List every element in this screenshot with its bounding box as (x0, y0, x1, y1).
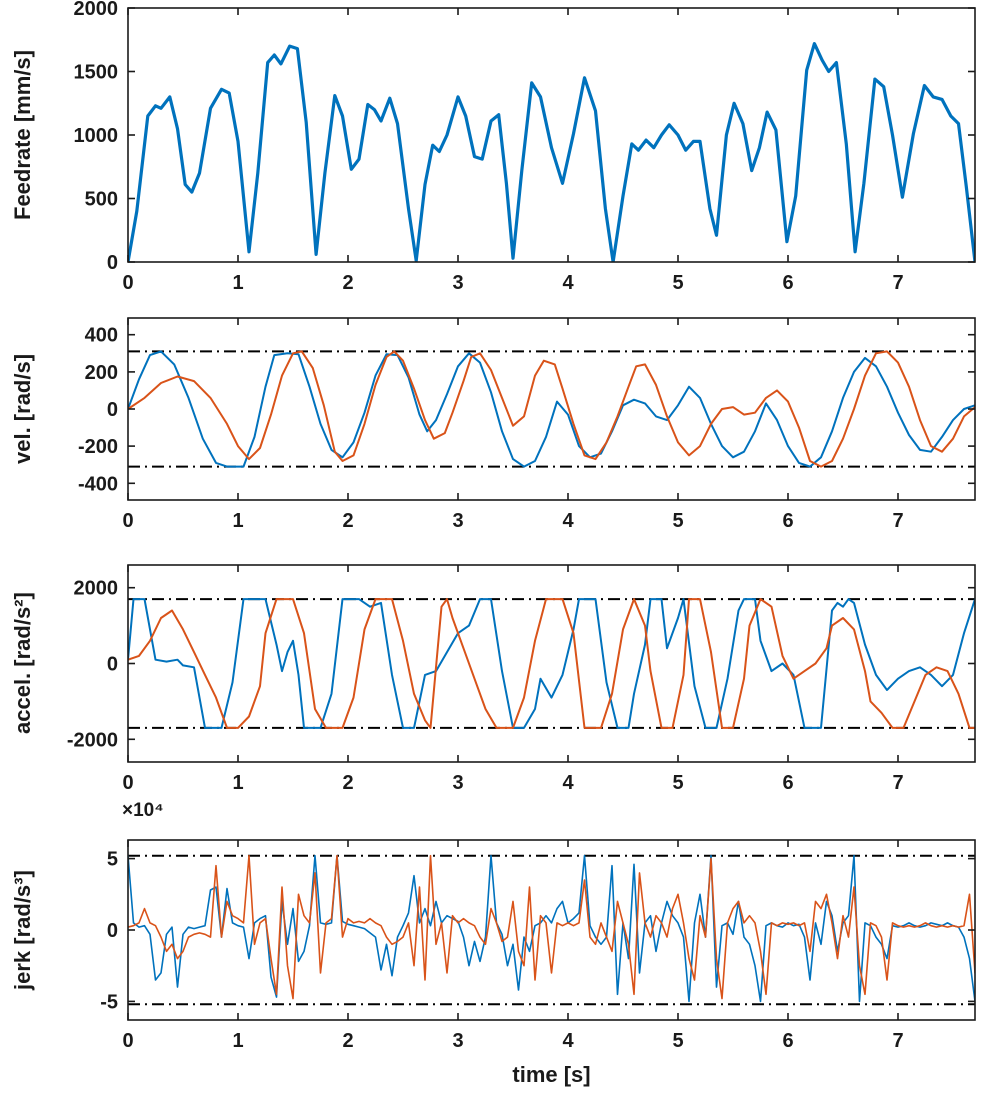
subplot-1: 0 1 2 3 4 5 6 7 0 500 1000 1500 2000 (74, 0, 976, 294)
axes-box (127, 317, 976, 501)
x-tick-label: 4 (562, 1030, 574, 1052)
x-tick-label: 1 (232, 1030, 243, 1052)
x-tick-label: 3 (452, 510, 463, 532)
x-tick-label: 3 (452, 272, 463, 294)
x-tick-label: 2 (342, 772, 353, 794)
x-tick-label: 6 (782, 272, 793, 294)
subplot-2: 0 1 2 3 4 5 6 7 -400 -200 0 200 400 (78, 317, 976, 532)
y-tick-label: -5 (100, 991, 118, 1013)
x-tick-label: 5 (672, 510, 683, 532)
axes-box (127, 564, 976, 763)
x-tick-label: 5 (672, 272, 683, 294)
x-tick-label: 0 (122, 510, 133, 532)
line-series-2 (128, 350, 975, 468)
line-series-1 (128, 41, 975, 262)
x-tick-label: 1 (232, 272, 243, 294)
x-tick-label: 2 (342, 1030, 353, 1052)
y-tick-label: -200 (78, 436, 118, 458)
y-tick-label: 0 (107, 252, 118, 274)
axes-box (127, 839, 976, 1021)
line-series-1 (128, 854, 975, 1003)
x-tick-label: 0 (122, 272, 133, 294)
x-tick-label: 1 (232, 510, 243, 532)
y-axis-scale-label: ×10⁴ (122, 800, 164, 821)
ylabel-acceleration-text: accel. [rad/s²] (10, 592, 35, 735)
ylabel-feedrate: Feedrate [mm/s] (10, 8, 36, 262)
y-tick-label: 400 (85, 325, 118, 347)
y-tick-label: 0 (107, 920, 118, 942)
x-tick-label: 6 (782, 1030, 793, 1052)
y-tick-label: 0 (107, 399, 118, 421)
y-tick-label: -400 (78, 473, 118, 495)
y-tick-label: 2000 (74, 0, 119, 20)
x-tick-label: 7 (892, 510, 903, 532)
x-tick-label: 2 (342, 510, 353, 532)
ylabel-acceleration: accel. [rad/s²] (10, 565, 36, 762)
y-tick-label: 5 (107, 849, 118, 871)
x-tick-label: 0 (122, 1030, 133, 1052)
y-tick-label: 1000 (74, 125, 119, 147)
y-tick-label: -2000 (67, 729, 118, 751)
x-tick-label: 3 (452, 1030, 463, 1052)
subplot-4: 0 1 2 3 4 5 6 7-505 (100, 839, 976, 1052)
line-series-1 (128, 598, 975, 729)
line-series-2 (128, 598, 975, 729)
x-tick-label: 3 (452, 772, 463, 794)
ylabel-jerk: jerk [rad/s³] (10, 840, 36, 1020)
x-tick-label: 5 (672, 1030, 683, 1052)
ylabel-velocity-text: vel. [rad/s] (10, 353, 35, 465)
y-tick-label: 2000 (74, 578, 119, 600)
x-tick-label: 7 (892, 772, 903, 794)
x-tick-label: 6 (782, 510, 793, 532)
x-tick-label: 1 (232, 772, 243, 794)
x-tick-label: 4 (562, 772, 574, 794)
x-tick-label: 5 (672, 772, 683, 794)
x-tick-label: 2 (342, 272, 353, 294)
y-tick-label: 1500 (74, 62, 119, 84)
ylabel-jerk-text: jerk [rad/s³] (10, 870, 35, 990)
ylabel-feedrate-text: Feedrate [mm/s] (10, 50, 35, 220)
x-tick-label: 6 (782, 772, 793, 794)
line-series-2 (128, 854, 975, 1000)
x-tick-label: 0 (122, 772, 133, 794)
y-tick-label: 200 (85, 362, 118, 384)
axes-box (127, 7, 976, 263)
y-tick-label: 0 (107, 654, 118, 676)
y-tick-label: 500 (85, 189, 118, 211)
x-tick-label: 7 (892, 272, 903, 294)
x-tick-label: 4 (562, 510, 574, 532)
ylabel-velocity: vel. [rad/s] (10, 318, 36, 500)
x-tick-label: 7 (892, 1030, 903, 1052)
xlabel-time: time [s] (512, 1062, 591, 1087)
line-series-1 (128, 350, 975, 468)
x-tick-label: 4 (562, 272, 574, 294)
